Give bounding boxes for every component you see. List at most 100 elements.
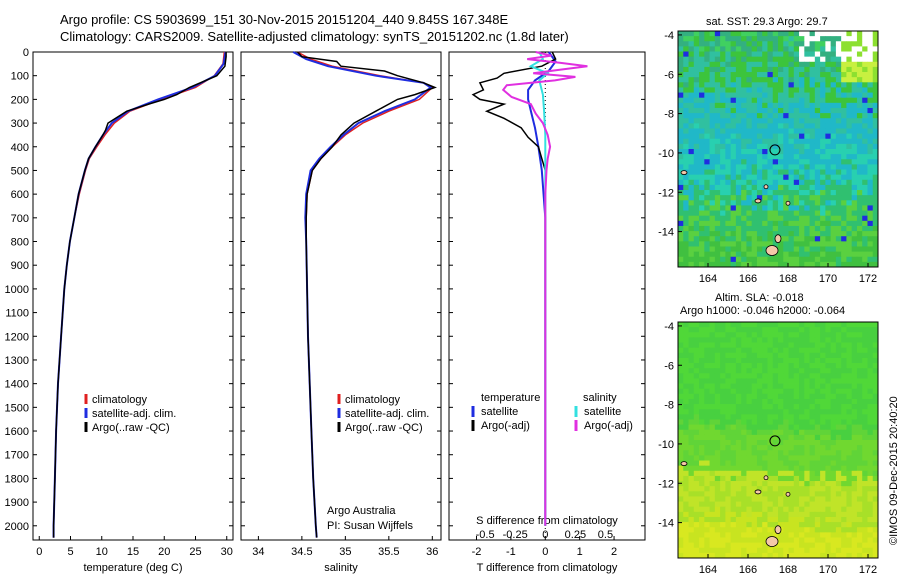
map-xtick-label: 172 [859, 564, 877, 576]
imos-credit: ©IMOS 09-Dec-2015 20:40:20 [888, 396, 900, 545]
island-icon [765, 536, 779, 547]
island-icon [765, 245, 779, 256]
depth-tick-label: 0 [23, 47, 29, 59]
diff-xtick-label: -1 [506, 546, 516, 558]
depth-tick-label: 1000 [5, 284, 29, 296]
depth-tick-label: 1100 [5, 308, 29, 320]
temp-xlabel: temperature (deg C) [83, 562, 182, 574]
island-icon [763, 184, 769, 190]
figure-title-line2: Climatology: CARS2009. Satellite-adjuste… [60, 29, 569, 44]
diff-legend-head-t: temperature [481, 392, 540, 404]
diff-legend-label: satellite [584, 406, 621, 418]
sal-series-2 [296, 51, 437, 538]
sal-legend-label: satellite-adj. clim. [345, 408, 429, 420]
temp-xtick-label: 15 [127, 546, 139, 558]
figure-title-line1: Argo profile: CS 5903699_151 30-Nov-2015… [60, 12, 509, 27]
temp-xtick-label: 25 [189, 546, 201, 558]
map-ytick-label: -14 [658, 227, 674, 239]
map-ytick-label: -12 [658, 478, 674, 490]
map-xtick-label: 168 [779, 564, 797, 576]
diff-xlabel2: S difference from climatology [476, 515, 618, 527]
diff-xtick-label: 2 [611, 546, 617, 558]
diff-stick-label: 0 [542, 529, 548, 541]
map-ytick-label: -10 [658, 439, 674, 451]
island-icon [680, 461, 688, 467]
sal-xtick-label: 36 [426, 546, 438, 558]
depth-tick-label: 1700 [5, 450, 29, 462]
map-frame-sla_map [677, 321, 879, 559]
depth-tick-label: 600 [11, 189, 29, 201]
temp-xtick-label: 20 [158, 546, 170, 558]
map-xtick-label: 172 [859, 273, 877, 285]
sal-legend-label: climatology [345, 394, 401, 406]
map-xtick-label: 164 [699, 273, 717, 285]
argo-position-marker [769, 144, 781, 156]
depth-tick-label: 100 [11, 71, 29, 83]
temp-xtick-label: 0 [36, 546, 42, 558]
sla-map-title-1: Altim. SLA: -0.018 [715, 292, 804, 304]
depth-tick-label: 500 [11, 165, 29, 177]
map-ytick-label: -8 [664, 109, 674, 121]
map-frame-sst_map [677, 30, 879, 268]
island-icon [763, 475, 769, 481]
depth-tick-label: 800 [11, 237, 29, 249]
panel-frame-2 [448, 51, 646, 541]
island-icon [774, 525, 782, 535]
depth-tick-label: 1900 [5, 497, 29, 509]
diff-stick-label: 0.5 [598, 529, 613, 541]
depth-tick-label: 2000 [5, 521, 29, 533]
island-icon [774, 234, 782, 244]
map-ytick-label: -10 [658, 148, 674, 160]
depth-tick-label: 1300 [5, 355, 29, 367]
diff-stick-label: 0.25 [565, 529, 586, 541]
diff-xlabel: T difference from climatology [477, 562, 618, 574]
sal-xlabel: salinity [324, 562, 358, 574]
map-xtick-label: 170 [819, 564, 837, 576]
temp-legend-label: satellite-adj. clim. [92, 408, 176, 420]
diff-legend-label: satellite [481, 406, 518, 418]
depth-tick-label: 400 [11, 142, 29, 154]
sal-xtick-label: 35 [339, 546, 351, 558]
map-sst_map [678, 31, 879, 268]
diff-series-3 [501, 51, 588, 526]
map-ytick-label: -12 [658, 187, 674, 199]
diff-xtick-label: 1 [577, 546, 583, 558]
temp-series-1 [52, 51, 227, 538]
map-xtick-label: 170 [819, 273, 837, 285]
map-ytick-label: -8 [664, 400, 674, 412]
map-sla_map [678, 322, 879, 559]
island-icon [680, 170, 688, 176]
sal-series-1 [292, 51, 433, 538]
pi-note: PI: Susan Wijffels [327, 520, 413, 532]
map-ytick-label: -4 [664, 30, 674, 42]
panel-frame-1 [240, 51, 442, 541]
diff-legend-label: Argo(-adj) [481, 420, 530, 432]
map-xtick-label: 166 [739, 564, 757, 576]
depth-tick-label: 1400 [5, 379, 29, 391]
depth-tick-label: 1600 [5, 426, 29, 438]
sal-xtick-label: 34.5 [291, 546, 312, 558]
temp-series-2 [52, 52, 227, 538]
diff-legend-label: Argo(-adj) [584, 420, 633, 432]
depth-tick-label: 200 [11, 94, 29, 106]
argo-position-marker [769, 435, 781, 447]
sal-series-0 [297, 51, 434, 538]
map-xtick-label: 166 [739, 273, 757, 285]
temp-xtick-label: 5 [67, 546, 73, 558]
map-ytick-label: -6 [664, 360, 674, 372]
sst-map-title: sat. SST: 29.3 Argo: 29.7 [706, 16, 828, 28]
temp-legend-label: climatology [92, 394, 148, 406]
temp-xtick-label: 30 [221, 546, 233, 558]
diff-legend-head-s: salinity [583, 392, 617, 404]
sal-xtick-label: 34 [252, 546, 264, 558]
sal-xtick-label: 35.5 [378, 546, 399, 558]
island-icon [785, 491, 791, 497]
argo-australia-note: Argo Australia [327, 505, 396, 517]
map-ytick-label: -4 [664, 321, 674, 333]
temp-xtick-label: 10 [96, 546, 108, 558]
island-icon [785, 200, 791, 206]
diff-xtick-label: 0 [542, 546, 548, 558]
depth-tick-label: 900 [11, 260, 29, 272]
depth-tick-label: 700 [11, 213, 29, 225]
